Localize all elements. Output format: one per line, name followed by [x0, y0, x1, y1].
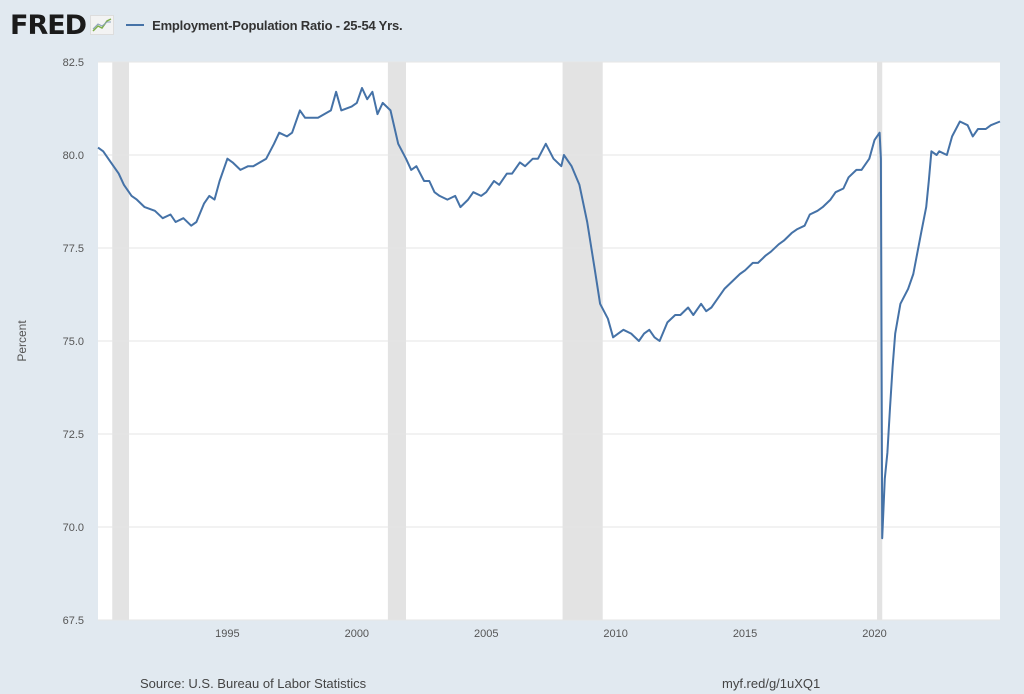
y-axis-ticks: 67.5 70.0 72.5 75.0 77.5 80.0 82.5	[63, 57, 84, 627]
x-tick-label: 1995	[215, 628, 239, 640]
legend-swatch	[126, 24, 145, 26]
y-tick-label: 70.0	[63, 522, 84, 534]
x-tick-label: 2020	[862, 628, 886, 640]
short-link[interactable]: myf.red/g/1uXQ1	[722, 676, 821, 691]
x-axis-ticks: 1995 2000 2005 2010 2015 2020	[215, 628, 887, 640]
y-tick-label: 80.0	[63, 150, 84, 162]
legend-label: Employment-Population Ratio - 25-54 Yrs.	[152, 17, 403, 33]
gridlines	[98, 61, 1000, 621]
fred-logo: FRED	[10, 9, 87, 41]
y-tick-label: 67.5	[63, 615, 84, 627]
y-tick-label: 82.5	[63, 57, 84, 69]
x-tick-label: 2010	[603, 628, 627, 640]
y-tick-label: 77.5	[63, 243, 84, 255]
x-tick-label: 2005	[474, 628, 498, 640]
legend[interactable]: Employment-Population Ratio - 25-54 Yrs.	[126, 17, 403, 33]
x-tick-label: 2000	[345, 628, 369, 640]
x-tick-label: 2015	[733, 628, 757, 640]
chart-line-icon	[90, 15, 115, 35]
y-tick-label: 75.0	[63, 336, 84, 348]
y-tick-label: 72.5	[63, 429, 84, 441]
chart-header: FRED Employment-Population Ratio - 25-54…	[10, 9, 403, 41]
source-text: Source: U.S. Bureau of Labor Statistics	[140, 676, 367, 691]
y-axis-label: Percent	[15, 320, 29, 362]
series-line	[97, 87, 1001, 540]
